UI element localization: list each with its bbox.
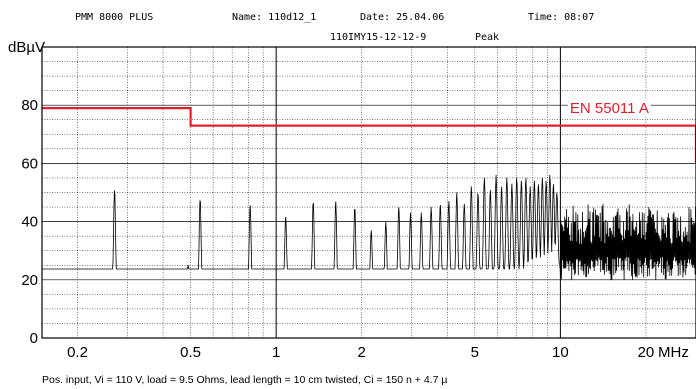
y-tick-label: 40 bbox=[21, 214, 38, 231]
chart-header: PMM 8000 PLUS Name: 110d12_1 Date: 25.04… bbox=[75, 12, 594, 43]
limit-line-label: EN 55011 A bbox=[570, 100, 649, 117]
instrument-name: PMM 8000 PLUS bbox=[75, 12, 153, 23]
plot-grid bbox=[42, 47, 696, 338]
measurement-name: Name: 110d12_1 bbox=[232, 12, 316, 23]
x-tick-label: 1 bbox=[272, 344, 280, 361]
y-tick-label: 20 bbox=[21, 272, 38, 289]
measurement-time: Time: 08:07 bbox=[528, 12, 594, 23]
limit-line bbox=[42, 106, 696, 164]
measurement-subtitle: 110IMY15-12-12-9 bbox=[330, 32, 426, 43]
measurement-date: Date: 25.04.06 bbox=[360, 12, 444, 23]
x-tick-label: 20 bbox=[638, 344, 655, 361]
x-tick-label: 5 bbox=[471, 344, 479, 361]
y-tick-labels: 0 20 40 60 80 bbox=[21, 97, 38, 347]
x-tick-label: 0.5 bbox=[180, 344, 201, 361]
y-tick-label: 80 bbox=[21, 97, 38, 114]
plot-frame bbox=[41, 46, 696, 339]
x-axis-unit: MHz bbox=[658, 344, 689, 361]
y-tick-label: 60 bbox=[21, 155, 38, 172]
detector-type: Peak bbox=[475, 32, 499, 43]
emission-series-line bbox=[42, 174, 696, 281]
measurement-caption: Pos. input, Vi = 110 V, load = 9.5 Ohms,… bbox=[42, 374, 447, 386]
x-tick-label: 2 bbox=[358, 344, 366, 361]
x-tick-labels: 0.2 0.5 1 2 5 10 20 bbox=[67, 344, 654, 361]
limit-line-group: EN 55011 A bbox=[42, 100, 696, 164]
x-tick-label: 10 bbox=[552, 344, 569, 361]
emission-trace bbox=[42, 174, 696, 281]
y-axis-unit: dBµV bbox=[8, 39, 45, 56]
y-tick-label: 0 bbox=[30, 330, 38, 347]
limit-label-background bbox=[567, 100, 651, 118]
x-tick-label: 0.2 bbox=[67, 344, 88, 361]
